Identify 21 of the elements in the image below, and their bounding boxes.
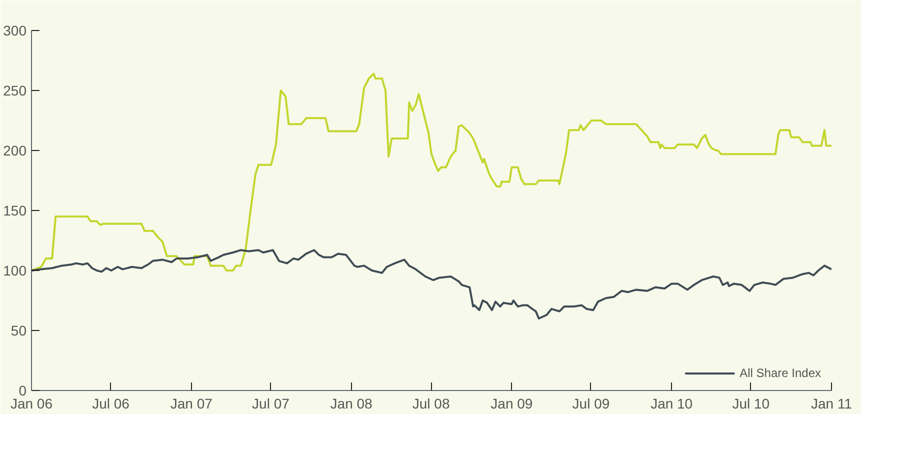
y-tick-label: 200 (3, 142, 27, 158)
x-tick-label: Jul 10 (732, 396, 770, 412)
x-tick-label: Jul 09 (572, 396, 610, 412)
x-tick-label: Jan 09 (490, 396, 533, 412)
x-tick-label: Jan 08 (330, 396, 373, 412)
y-tick-label: 250 (3, 82, 27, 98)
line-series (32, 249, 832, 320)
y-tick-label: 50 (10, 322, 27, 338)
x-tick-label: Jul 06 (92, 396, 130, 412)
y-tick-label: 300 (3, 22, 27, 38)
y-tick-label: 150 (3, 202, 27, 218)
x-tick-label: Jul 08 (412, 396, 450, 412)
line-series (32, 72, 832, 272)
legend-label: All Share Index (740, 366, 821, 380)
x-tick-label: Jan 11 (811, 396, 852, 412)
x-tick-label: Jul 07 (252, 396, 290, 412)
y-tick-label: 0 (18, 382, 27, 398)
x-tick-label: Jan 10 (650, 396, 693, 412)
x-tick-label: Jan 07 (170, 396, 213, 412)
x-tick-label: Jan 06 (10, 396, 53, 412)
y-tick-label: 100 (3, 262, 27, 278)
